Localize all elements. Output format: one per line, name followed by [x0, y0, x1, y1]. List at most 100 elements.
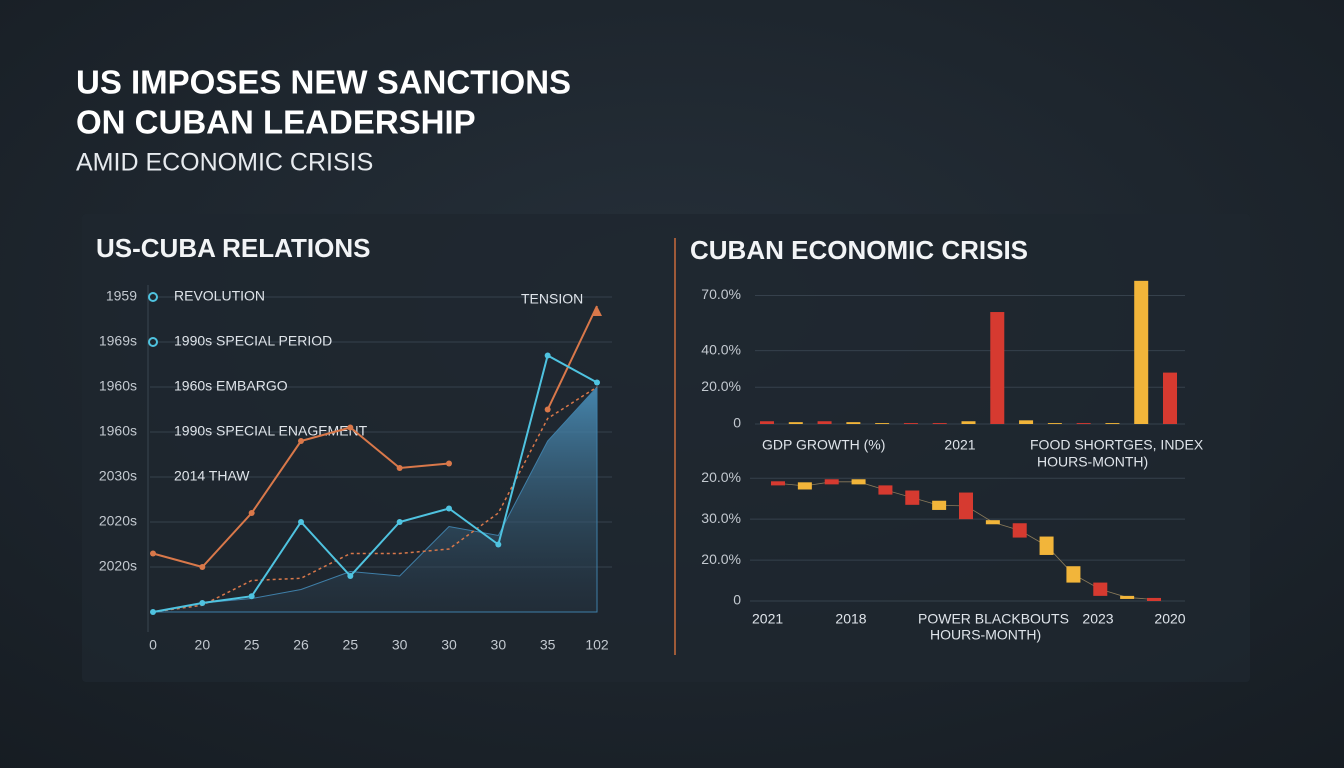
point	[199, 564, 206, 570]
x-tick-label: 25	[343, 637, 359, 653]
point	[396, 465, 403, 471]
arrow-head	[592, 306, 602, 316]
bar	[903, 423, 918, 424]
bar	[878, 485, 893, 495]
point	[446, 460, 452, 467]
bar	[851, 479, 866, 485]
x-label: FOOD SHORTGES, INDEX	[1030, 437, 1204, 453]
event-label: 1960s EMBARGO	[174, 378, 288, 394]
x-label: HOURS-MONTH)	[1037, 454, 1148, 470]
annotation: TENSION	[521, 291, 583, 307]
point	[544, 406, 551, 413]
x-tick-label: 30	[392, 637, 408, 653]
x-label: 2018	[835, 611, 866, 627]
bar	[1134, 280, 1149, 424]
x-tick-label: 102	[585, 637, 609, 653]
x-label: 2021	[944, 437, 975, 453]
bar	[1066, 566, 1081, 583]
bar	[990, 312, 1005, 424]
bar	[875, 423, 890, 424]
bar	[797, 482, 812, 490]
y-tick-label: 20.0%	[701, 378, 741, 394]
x-tick-label: 30	[491, 637, 507, 653]
headline: ON CUBAN LEADERSHIP	[76, 104, 476, 141]
line	[546, 305, 598, 410]
x-tick-label: 25	[244, 637, 260, 653]
y-tick-label: 2020s	[99, 558, 137, 574]
point	[347, 424, 354, 431]
bar	[1076, 423, 1091, 424]
bar	[1019, 420, 1034, 424]
point	[495, 541, 502, 548]
y-tick-label: 70.0%	[701, 286, 741, 302]
x-label: 2021	[752, 611, 783, 627]
event-label: 1990s SPECIAL PERIOD	[174, 333, 332, 349]
panel-title: US-CUBA RELATIONS	[96, 233, 370, 263]
bar	[959, 492, 973, 520]
bar	[760, 421, 774, 424]
y-tick-label: 20.0%	[701, 469, 741, 485]
bar	[961, 421, 976, 424]
bar	[771, 481, 785, 486]
x-tick-label: 26	[293, 637, 309, 653]
bar	[1047, 423, 1062, 424]
bar	[824, 479, 839, 485]
event-marker	[148, 292, 158, 302]
point	[248, 510, 255, 516]
headline: US IMPOSES NEW SANCTIONS	[76, 64, 571, 101]
bar	[817, 421, 832, 424]
bar	[932, 500, 947, 510]
point	[298, 519, 304, 525]
bar	[932, 423, 947, 424]
event-label: 2014 THAW	[174, 468, 250, 484]
bar	[1163, 372, 1177, 424]
bar	[905, 490, 920, 505]
bar	[1147, 597, 1161, 601]
bar	[1012, 523, 1027, 538]
event-marker	[148, 337, 158, 347]
y-tick-label: 20.0%	[701, 551, 741, 567]
y-tick-label: 30.0%	[701, 510, 741, 526]
x-tick-label: 35	[540, 637, 556, 653]
point	[248, 593, 255, 600]
x-label: 2020	[1154, 611, 1185, 627]
point	[347, 573, 354, 579]
line	[152, 354, 598, 613]
y-tick-label: 1960s	[99, 423, 137, 439]
bar	[985, 520, 1000, 525]
x-label: GDP GROWTH (%)	[762, 437, 885, 453]
point	[150, 550, 156, 557]
x-tick-label: 20	[195, 637, 211, 653]
panel	[82, 214, 1250, 682]
point	[594, 379, 600, 386]
panel-title: CUBAN ECONOMIC CRISIS	[690, 235, 1028, 265]
x-label: HOURS-MONTH)	[930, 627, 1041, 643]
y-tick-label: 1959	[106, 288, 137, 304]
point	[544, 352, 551, 359]
point	[199, 600, 206, 606]
bar	[846, 422, 861, 424]
point	[150, 609, 156, 615]
x-tick-label: 0	[149, 637, 157, 653]
x-tick-label: 30	[441, 637, 457, 653]
bar	[788, 422, 803, 424]
y-tick-label: 2020s	[99, 513, 137, 529]
y-tick-label: 0	[733, 592, 741, 608]
point	[396, 519, 403, 525]
event-label: REVOLUTION	[174, 288, 265, 304]
bar	[1093, 582, 1108, 596]
bar	[1105, 423, 1120, 424]
point	[298, 438, 304, 444]
x-label: 2023	[1082, 611, 1113, 627]
bar	[1039, 536, 1054, 555]
x-label: POWER BLACKBOUTS	[918, 611, 1069, 627]
point	[446, 505, 452, 512]
y-tick-label: 1960s	[99, 378, 137, 394]
y-tick-label: 40.0%	[701, 341, 741, 357]
y-tick-label: 1969s	[99, 333, 137, 349]
event-label: 1990s SPECIAL ENAGEMENT	[174, 423, 368, 439]
line	[152, 386, 598, 613]
y-tick-label: 0	[733, 415, 741, 431]
y-tick-label: 2030s	[99, 468, 137, 484]
